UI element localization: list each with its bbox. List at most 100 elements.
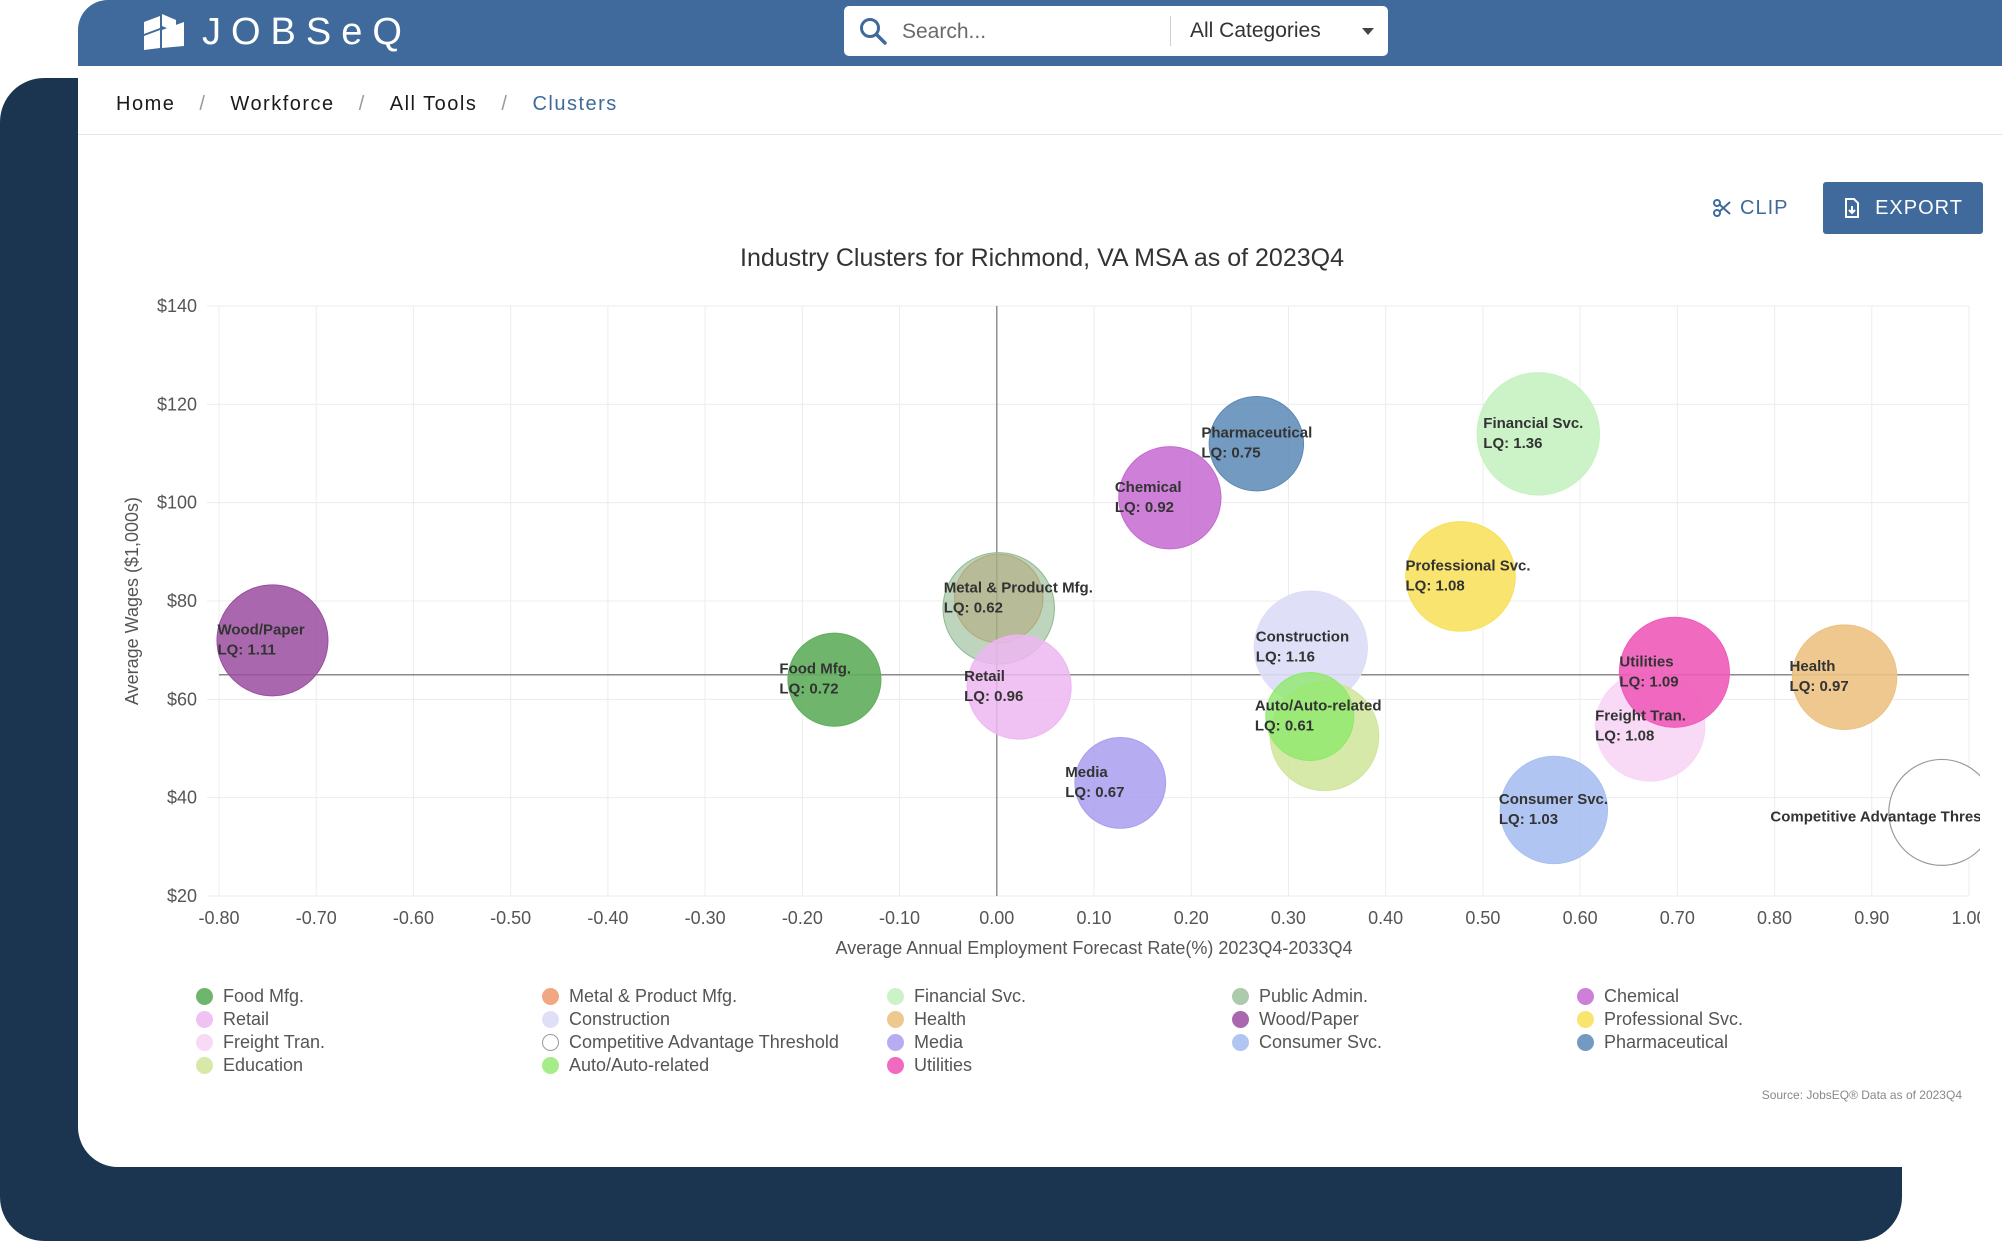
logo-text: JOBSeQ [202,10,412,53]
x-tick-label: 0.70 [1660,908,1695,928]
legend-label: Chemical [1604,986,1680,1006]
bubble-label-chemical: Chemical [1115,479,1182,496]
legend-item-utilities[interactable]: Utilities [887,1055,972,1076]
x-tick-label: 0.00 [979,908,1014,928]
bubble-utilities [1618,616,1730,728]
file-export-icon [1845,198,1860,218]
legend-item-public-admin[interactable]: Public Admin. [1232,986,1368,1007]
category-dropdown[interactable]: All Categories [1190,14,1374,48]
x-tick-label: -0.20 [782,908,823,928]
breadcrumb-workforce[interactable]: Workforce [230,92,335,115]
breadcrumb-all-tools[interactable]: All Tools [389,92,478,115]
x-tick-label: 0.50 [1465,908,1500,928]
legend-swatch [887,1057,904,1074]
breadcrumb-home[interactable]: Home [116,92,176,115]
legend-label: Pharmaceutical [1604,1032,1729,1052]
bubble-retail [966,634,1072,740]
bubble-lq-wood-paper: LQ: 1.11 [217,641,275,658]
bubble-lq-construction: LQ: 1.16 [1256,649,1315,666]
legend-label: Metal & Product Mfg. [569,986,738,1006]
bubble-lq-chemical: LQ: 0.92 [1115,499,1174,516]
legend-swatch [196,1057,213,1074]
legend-item-pharmaceutical[interactable]: Pharmaceutical [1577,1032,1728,1053]
clip-button[interactable]: CLIP [1712,190,1788,226]
bubble-label-metal-product-mfg: Metal & Product Mfg. [944,580,1093,597]
bubble-label-food-mfg: Food Mfg. [779,661,851,678]
bubble-lq-food-mfg: LQ: 0.72 [779,681,838,698]
bubble-consumer-svc [1499,755,1609,865]
legend-label: Health [914,1009,967,1029]
y-tick-label: $100 [157,493,197,513]
y-tick-label: $140 [157,296,197,316]
legend-swatch [1232,1011,1249,1028]
legend-item-consumer-svc[interactable]: Consumer Svc. [1232,1032,1382,1053]
bubble-label-health: Health [1790,658,1836,675]
bubble-label-wood-paper: Wood/Paper [217,621,304,638]
legend-label: Media [914,1032,964,1052]
bubble-lq-media: LQ: 0.67 [1065,784,1124,801]
legend-item-food-mfg[interactable]: Food Mfg. [196,986,304,1007]
export-button-label: EXPORT [1875,196,1963,219]
x-tick-label: 0.20 [1174,908,1209,928]
bubble-competitive-advantage-threshold [1888,758,1980,866]
source-note: Source: JobsEQ® Data as of 2023Q4 [1761,1088,1962,1102]
bubble-label-professional-svc: Professional Svc. [1406,557,1531,574]
bubble-label-consumer-svc: Consumer Svc. [1499,791,1608,808]
search-bar: All Categories [844,6,1388,56]
bubble-label-pharmaceutical: Pharmaceutical [1201,425,1312,442]
bubble-label-freight-tran: Freight Tran. [1595,707,1686,724]
search-input[interactable] [900,13,1204,51]
bubble-series [216,372,1980,866]
legend-item-auto-auto-related[interactable]: Auto/Auto-related [542,1055,709,1076]
axis-labels: -0.80 -0.70 -0.60 -0.50 -0.40 -0.30 -0.20 -0.10… [122,296,1980,958]
legend-swatch [1577,988,1594,1005]
legend-swatch [887,1011,904,1028]
jobseq-logo[interactable]: JOBSeQ [140,8,412,56]
legend-item-retail[interactable]: Retail [196,1009,269,1030]
legend-item-construction[interactable]: Construction [542,1009,670,1030]
bubble-health [1791,624,1898,730]
legend-swatch [542,988,559,1005]
breadcrumb-separator: / [199,92,207,115]
search-icon[interactable] [858,16,888,46]
bubble-lq-consumer-svc: LQ: 1.03 [1499,811,1558,828]
legend-item-metal-product-mfg[interactable]: Metal & Product Mfg. [542,986,737,1007]
legend-label: Freight Tran. [223,1032,326,1052]
bubble-label-media: Media [1065,764,1108,781]
legend-label: Wood/Paper [1259,1009,1359,1029]
legend-label: Public Admin. [1259,986,1369,1006]
legend-item-financial-svc[interactable]: Financial Svc. [887,986,1026,1007]
legend-label: Utilities [914,1055,973,1075]
x-tick-label: 0.60 [1563,908,1598,928]
x-axis-title: Average Annual Employment Forecast Rate(… [836,938,1353,958]
legend-item-health[interactable]: Health [887,1009,966,1030]
legend-label: Retail [223,1009,270,1029]
bubble-lq-financial-svc: LQ: 1.36 [1483,435,1542,452]
legend-swatch [196,1011,213,1028]
legend-item-media[interactable]: Media [887,1032,963,1053]
legend-item-wood-paper[interactable]: Wood/Paper [1232,1009,1359,1030]
legend-swatch [887,1034,904,1051]
legend-swatch [542,1034,559,1051]
header-divider [78,134,2002,135]
legend-label: Financial Svc. [914,986,1027,1006]
x-tick-label: -0.80 [198,908,239,928]
bubble-label-financial-svc: Financial Svc. [1483,415,1583,432]
legend-item-professional-svc[interactable]: Professional Svc. [1577,1009,1743,1030]
bubble-label-auto-auto-related: Auto/Auto-related [1255,698,1382,715]
y-tick-label: $80 [167,591,197,611]
legend-swatch [542,1011,559,1028]
export-button[interactable]: EXPORT [1823,182,1983,234]
x-tick-label: -0.60 [393,908,434,928]
x-tick-label: 0.80 [1757,908,1792,928]
x-tick-label: 1.00 [1951,908,1980,928]
legend-item-chemical[interactable]: Chemical [1577,986,1679,1007]
legend-swatch [196,1034,213,1051]
legend-item-freight-tran[interactable]: Freight Tran. [196,1032,325,1053]
legend-item-competitive-advantage-threshold[interactable]: Competitive Advantage Threshold [542,1032,839,1053]
legend-swatch [542,1057,559,1074]
x-tick-label: -0.50 [490,908,531,928]
legend-item-education[interactable]: Education [196,1055,303,1076]
x-tick-label: 0.10 [1076,908,1111,928]
bubble-lq-professional-svc: LQ: 1.08 [1406,577,1465,594]
